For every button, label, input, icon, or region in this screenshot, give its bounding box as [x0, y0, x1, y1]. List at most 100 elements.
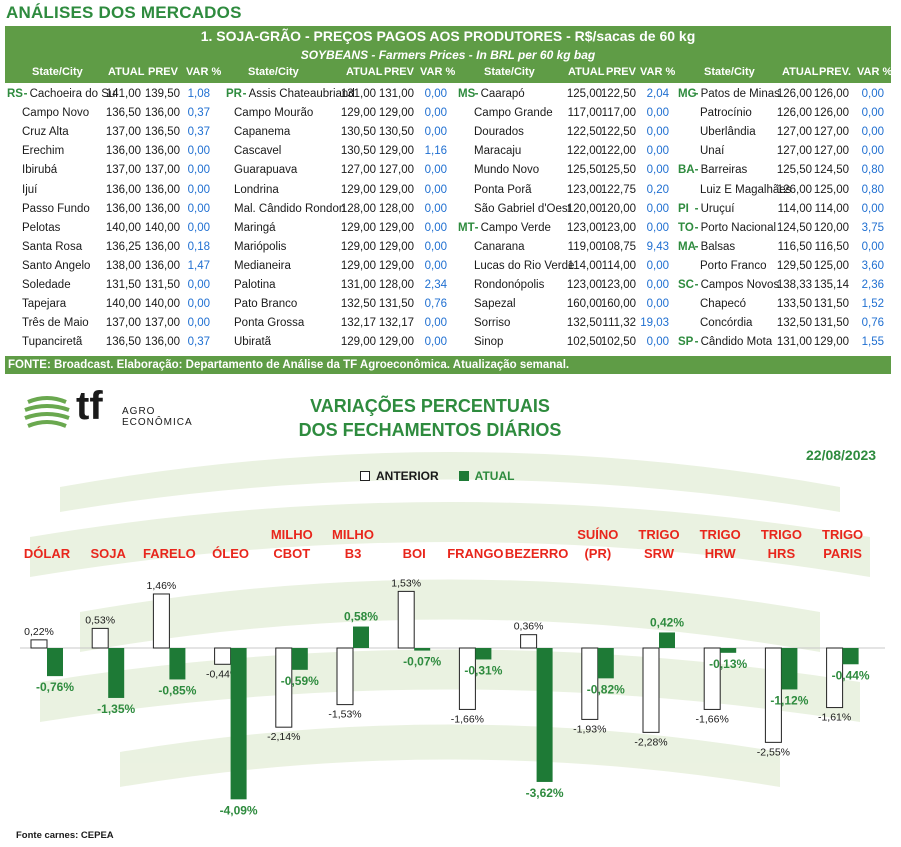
city-name: Mundo Novo: [474, 164, 540, 177]
price-previous: 102,50: [600, 336, 636, 349]
price-variation: 1,16: [424, 145, 447, 158]
category-label: FRANGO: [447, 546, 503, 561]
column-header: State/City: [484, 66, 535, 78]
price-variation: 0,00: [646, 202, 669, 215]
state-separator: -: [474, 88, 479, 100]
legend-label-atual: ATUAL: [474, 469, 515, 483]
price-previous: 120,00: [813, 221, 849, 234]
price-current: 126,00: [776, 88, 812, 100]
bar-atual: [475, 648, 492, 660]
bar-atual: [781, 648, 798, 690]
chart-title: VARIAÇÕES PERCENTUAIS DOS FECHAMENTOS DI…: [230, 394, 630, 442]
city-name: Balsas: [700, 240, 736, 253]
price-variation: 1,52: [861, 298, 884, 311]
price-current: 137,00: [105, 126, 141, 139]
price-previous: 136,00: [144, 240, 180, 253]
price-variation: 0,00: [187, 317, 210, 330]
category-label: (PR): [584, 546, 611, 561]
price-previous: 117,00: [601, 107, 636, 120]
price-variation: 0,00: [861, 145, 884, 158]
price-current: 137,00: [105, 317, 141, 330]
city-name: Uberlândia: [700, 126, 756, 139]
price-current: 141,00: [105, 88, 141, 100]
logo: tf AGRO ECONÔMICA: [22, 384, 212, 436]
city-name: Guarapuava: [234, 164, 298, 177]
price-current: 138,33: [776, 279, 812, 291]
data-label-anterior: -1,61%: [818, 712, 851, 724]
price-variation: 0,00: [646, 259, 669, 272]
price-variation: 0,80: [861, 164, 884, 177]
price-current: 129,00: [340, 183, 376, 196]
column-header: ATUAL: [568, 66, 605, 78]
data-label-anterior: -1,66%: [451, 713, 484, 725]
price-previous: 136,00: [144, 202, 180, 215]
city-name: Ponta Grossa: [234, 317, 305, 330]
price-current: 129,00: [340, 107, 376, 120]
city-name: Assis Chateaubriand: [248, 88, 355, 100]
price-previous: 131,50: [813, 317, 849, 330]
price-variation: 0,00: [646, 145, 669, 158]
city-name: Pelotas: [22, 221, 61, 234]
price-previous: 130,50: [378, 126, 414, 139]
price-current: 137,00: [105, 164, 141, 177]
price-current: 114,00: [777, 202, 812, 215]
price-variation: 0,00: [187, 221, 210, 234]
city-name: Passo Fundo: [22, 202, 90, 215]
price-current: 127,00: [776, 126, 812, 139]
legend-label-anterior: ANTERIOR: [376, 469, 439, 483]
column-header: ATUAL: [108, 66, 145, 78]
price-previous: 129,00: [378, 183, 414, 196]
price-variation: 19,03: [640, 317, 669, 330]
bar-anterior: [581, 647, 599, 720]
city-name: Mariópolis: [234, 240, 287, 253]
city-name: Palotina: [234, 279, 276, 291]
price-previous: 125,00: [813, 259, 849, 272]
price-previous: 114,00: [814, 202, 849, 215]
city-name: Ijuí: [22, 183, 38, 196]
price-current: 136,00: [105, 145, 141, 158]
price-variation: 0,00: [646, 164, 669, 177]
city-name: Sorriso: [474, 317, 511, 330]
state-code: PR: [226, 88, 242, 100]
data-label-anterior: -1,53%: [328, 709, 361, 721]
price-variation: 0,00: [646, 298, 669, 311]
logo-globe-icon: [24, 391, 70, 435]
data-label-atual: -0,31%: [464, 663, 502, 677]
price-previous: 129,00: [378, 145, 414, 158]
state-separator: -: [694, 336, 699, 349]
price-variation: 0,80: [861, 183, 884, 196]
data-label-anterior: -2,28%: [634, 736, 667, 748]
data-label-atual: -0,82%: [587, 682, 625, 696]
price-previous: 127,00: [813, 145, 849, 158]
city-name: São Gabriel d'Oest: [474, 202, 571, 215]
price-previous: 122,50: [600, 126, 636, 139]
price-current: 133,50: [776, 298, 812, 311]
state-code: MA: [678, 240, 696, 253]
bar-anterior: [826, 647, 844, 709]
price-current: 117,00: [567, 107, 602, 120]
price-current: 126,00: [776, 183, 812, 196]
data-label-atual: -1,12%: [770, 693, 808, 707]
data-label-anterior: 0,53%: [85, 614, 115, 626]
price-previous: 139,50: [144, 88, 180, 100]
price-current: 131,00: [340, 279, 376, 291]
column-header: VAR %: [186, 66, 222, 78]
bar-anterior: [458, 647, 476, 710]
price-previous: 108,75: [600, 240, 636, 253]
price-previous: 136,50: [144, 126, 180, 139]
price-current: 136,25: [105, 240, 141, 253]
state-code: MG: [678, 88, 697, 100]
price-previous: 124,50: [813, 164, 849, 177]
price-current: 160,00: [566, 298, 602, 311]
bar-anterior: [214, 647, 232, 665]
price-previous: 127,00: [378, 164, 414, 177]
city-name: Santo Angelo: [22, 259, 91, 272]
column-header: State/City: [248, 66, 299, 78]
bar-atual: [597, 648, 614, 679]
chart-title-line2: DOS FECHAMENTOS DIÁRIOS: [298, 420, 562, 440]
city-name: Patrocínio: [700, 107, 752, 120]
price-variation: 2,36: [861, 279, 884, 291]
price-variation: 0,76: [424, 298, 447, 311]
bar-atual: [47, 648, 63, 677]
price-current: 132,50: [340, 298, 376, 311]
